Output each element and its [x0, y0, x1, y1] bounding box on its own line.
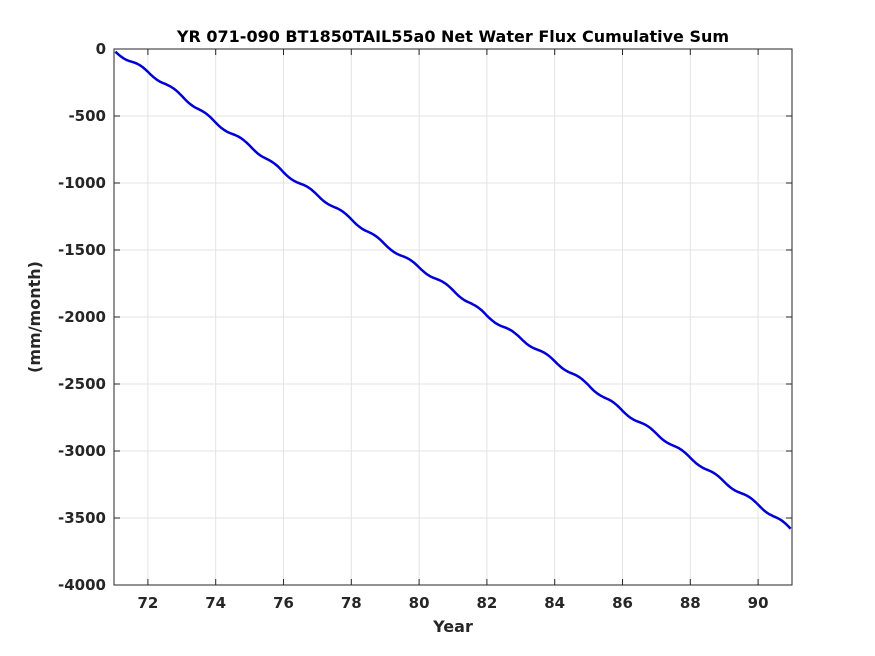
series-line [114, 50, 792, 530]
y-tick-labels: 0 -500 -1000 -1500 -2000 -2500 -3000 -3500 -4000 [58, 40, 106, 594]
y-tick-label: -500 [68, 107, 106, 125]
x-tick-label: 90 [748, 594, 769, 612]
y-tick-label: -1000 [58, 174, 106, 192]
x-tick-label: 74 [205, 594, 226, 612]
y-tick-label: -4000 [58, 576, 106, 594]
x-tick-label: 76 [273, 594, 294, 612]
y-tick-label: -2500 [58, 375, 106, 393]
x-tick-label: 78 [341, 594, 362, 612]
x-tick-label: 88 [680, 594, 701, 612]
x-tick-label: 86 [612, 594, 633, 612]
y-tick-label: -2000 [58, 308, 106, 326]
x-tick-label: 72 [137, 594, 158, 612]
plot-frame [113, 48, 793, 586]
y-tick-label: -1500 [58, 241, 106, 259]
y-axis-label: (mm/month) [25, 261, 44, 373]
y-tick-label: 0 [96, 40, 106, 58]
chart-title: YR 071-090 BT1850TAIL55a0 Net Water Flux… [176, 27, 729, 46]
x-tick-labels: 72 74 76 78 80 82 84 86 88 90 [137, 594, 768, 612]
y-tick-label: -3500 [58, 509, 106, 527]
x-tick-label: 84 [544, 594, 565, 612]
x-tick-label: 82 [476, 594, 497, 612]
x-axis-label: Year [432, 617, 473, 636]
y-tick-label: -3000 [58, 442, 106, 460]
x-tick-label: 80 [409, 594, 430, 612]
